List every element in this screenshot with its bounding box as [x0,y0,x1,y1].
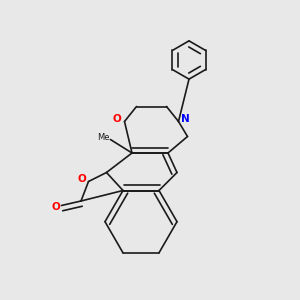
Text: N: N [181,114,190,124]
Text: O: O [52,202,61,212]
Text: O: O [77,173,86,184]
Text: O: O [112,114,122,124]
Text: Me: Me [98,134,110,142]
